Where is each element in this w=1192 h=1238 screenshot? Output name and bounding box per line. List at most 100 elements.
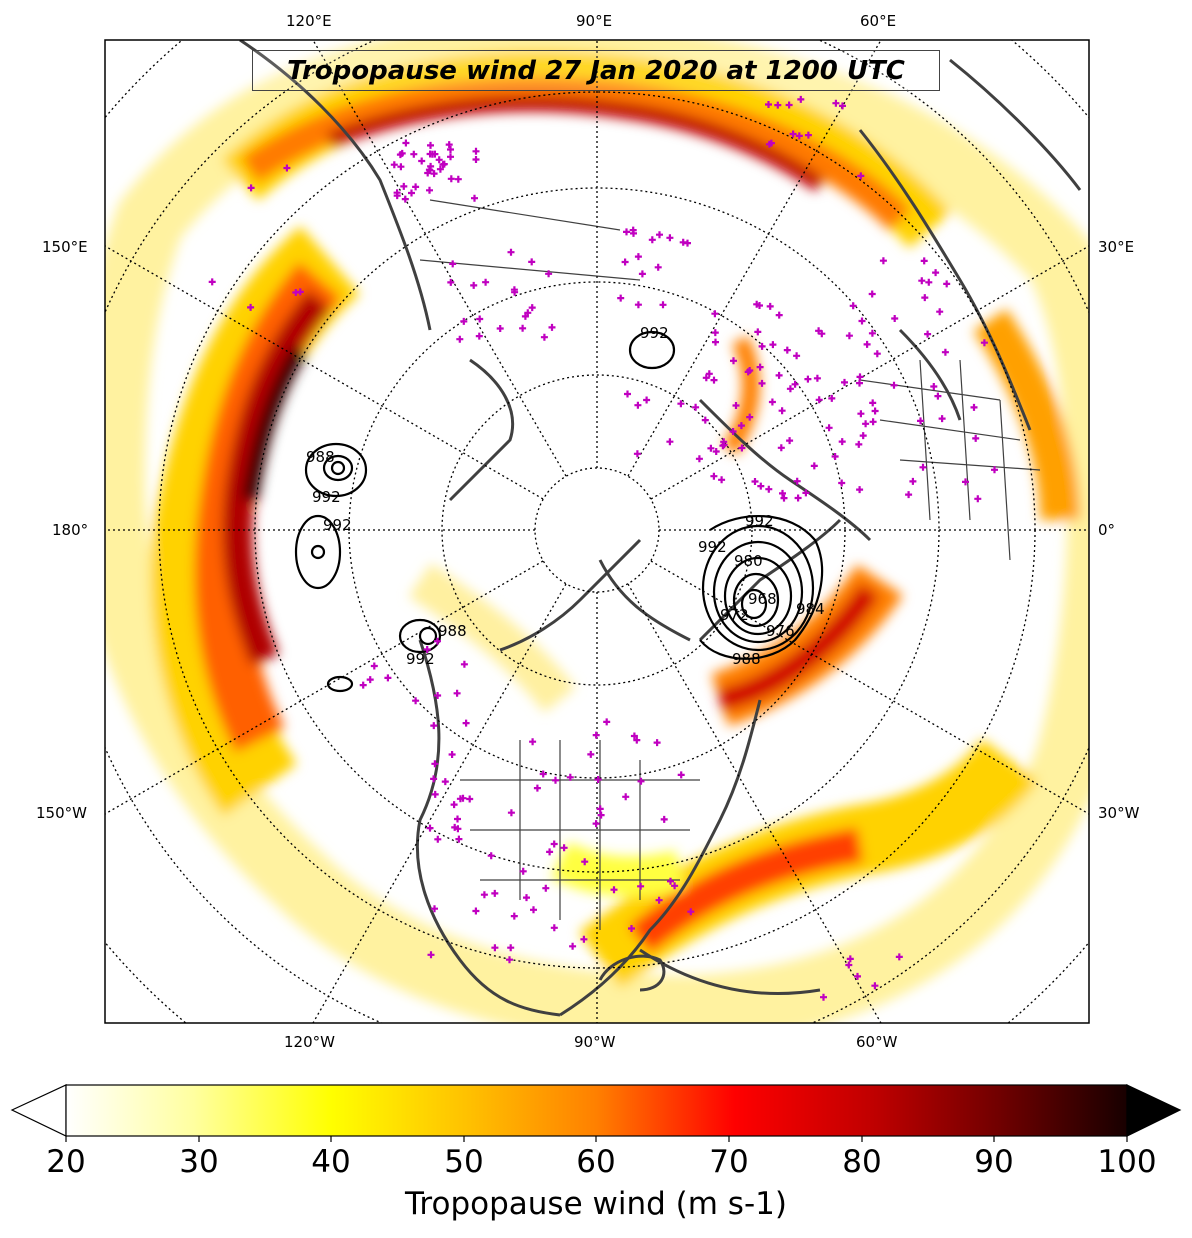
station-marker xyxy=(917,417,924,425)
station-marker xyxy=(435,156,443,164)
station-marker xyxy=(566,773,574,781)
lon-label-left-150e: 150°E xyxy=(42,238,88,256)
colorbar-tick-label: 20 xyxy=(46,1144,86,1180)
station-marker xyxy=(451,823,459,831)
map-frame xyxy=(104,39,1090,1024)
station-marker xyxy=(412,697,420,705)
station-marker xyxy=(476,315,484,323)
lon-label-top-60e: 60°E xyxy=(860,12,897,30)
station-marker xyxy=(667,877,674,885)
station-marker xyxy=(542,884,550,892)
station-marker xyxy=(712,448,720,455)
station-marker xyxy=(528,258,536,266)
station-marker xyxy=(780,494,788,502)
colorbar-label: Tropopause wind (m s-1) xyxy=(405,1186,787,1222)
station-marker xyxy=(648,236,656,244)
colorbar xyxy=(10,1084,1182,1142)
station-marker xyxy=(482,278,490,286)
station-marker xyxy=(487,852,495,860)
station-marker xyxy=(890,381,898,389)
station-marker xyxy=(815,396,823,404)
station-marker xyxy=(804,131,812,139)
station-marker xyxy=(466,795,474,803)
station-marker xyxy=(879,257,887,265)
station-marker xyxy=(441,778,449,786)
station-marker xyxy=(720,438,728,446)
station-marker xyxy=(765,101,772,108)
station-marker xyxy=(838,438,846,446)
station-marker xyxy=(653,739,661,747)
station-marker xyxy=(621,258,629,266)
station-marker xyxy=(472,147,480,155)
station-marker xyxy=(871,982,879,990)
station-marker xyxy=(630,732,638,740)
station-marker xyxy=(845,332,853,340)
station-marker xyxy=(873,350,881,358)
station-marker xyxy=(434,692,442,699)
contour-label: 992 xyxy=(698,538,727,556)
station-marker xyxy=(666,234,674,242)
station-marker xyxy=(430,775,438,783)
station-marker xyxy=(539,770,547,778)
station-marker xyxy=(390,161,398,169)
station-marker xyxy=(868,329,876,337)
station-marker xyxy=(454,815,461,823)
station-marker xyxy=(384,674,392,682)
station-marker xyxy=(580,935,588,943)
station-marker xyxy=(622,793,630,801)
station-marker xyxy=(932,269,940,277)
station-marker xyxy=(456,335,464,343)
station-marker xyxy=(656,231,663,239)
lon-label-bottom-60w: 60°W xyxy=(856,1033,898,1051)
station-marker xyxy=(825,424,833,432)
station-marker xyxy=(845,961,853,969)
station-marker xyxy=(765,485,773,493)
station-marker xyxy=(454,175,462,183)
station-marker xyxy=(628,925,635,932)
station-marker xyxy=(797,95,805,103)
station-marker xyxy=(785,101,793,109)
station-marker xyxy=(359,681,367,689)
station-marker xyxy=(712,338,719,346)
station-marker xyxy=(506,956,513,964)
station-marker xyxy=(370,662,378,670)
station-marker xyxy=(592,731,600,739)
colorbar-tick-label: 80 xyxy=(842,1144,882,1180)
station-marker xyxy=(283,164,291,172)
station-marker xyxy=(804,375,812,383)
station-marker xyxy=(871,407,879,415)
station-marker xyxy=(919,463,927,471)
contour-label: 992 xyxy=(406,650,435,668)
station-marker xyxy=(775,311,783,319)
station-marker xyxy=(758,342,766,350)
station-marker xyxy=(832,99,840,107)
station-marker xyxy=(633,450,641,458)
station-marker xyxy=(208,278,216,286)
station-marker xyxy=(455,835,463,843)
contour-label: 988 xyxy=(306,448,335,466)
station-marker xyxy=(530,906,537,914)
station-marker xyxy=(765,140,773,148)
station-marker xyxy=(943,280,951,288)
station-marker xyxy=(521,312,529,320)
station-marker xyxy=(869,418,877,426)
station-marker xyxy=(793,352,801,360)
station-marker xyxy=(408,189,415,197)
station-marker xyxy=(679,238,687,246)
station-marker xyxy=(410,150,418,158)
station-marker xyxy=(524,309,532,317)
station-marker xyxy=(447,175,455,183)
station-marker xyxy=(587,750,595,758)
station-marker xyxy=(687,908,695,916)
station-marker xyxy=(671,882,679,890)
station-marker xyxy=(533,784,541,792)
station-marker xyxy=(528,304,536,312)
station-marker xyxy=(447,146,454,153)
station-marker xyxy=(436,165,444,173)
station-marker xyxy=(596,805,604,813)
station-marker xyxy=(426,186,433,194)
station-marker xyxy=(711,310,719,318)
station-marker xyxy=(594,776,602,783)
station-marker xyxy=(592,820,600,828)
